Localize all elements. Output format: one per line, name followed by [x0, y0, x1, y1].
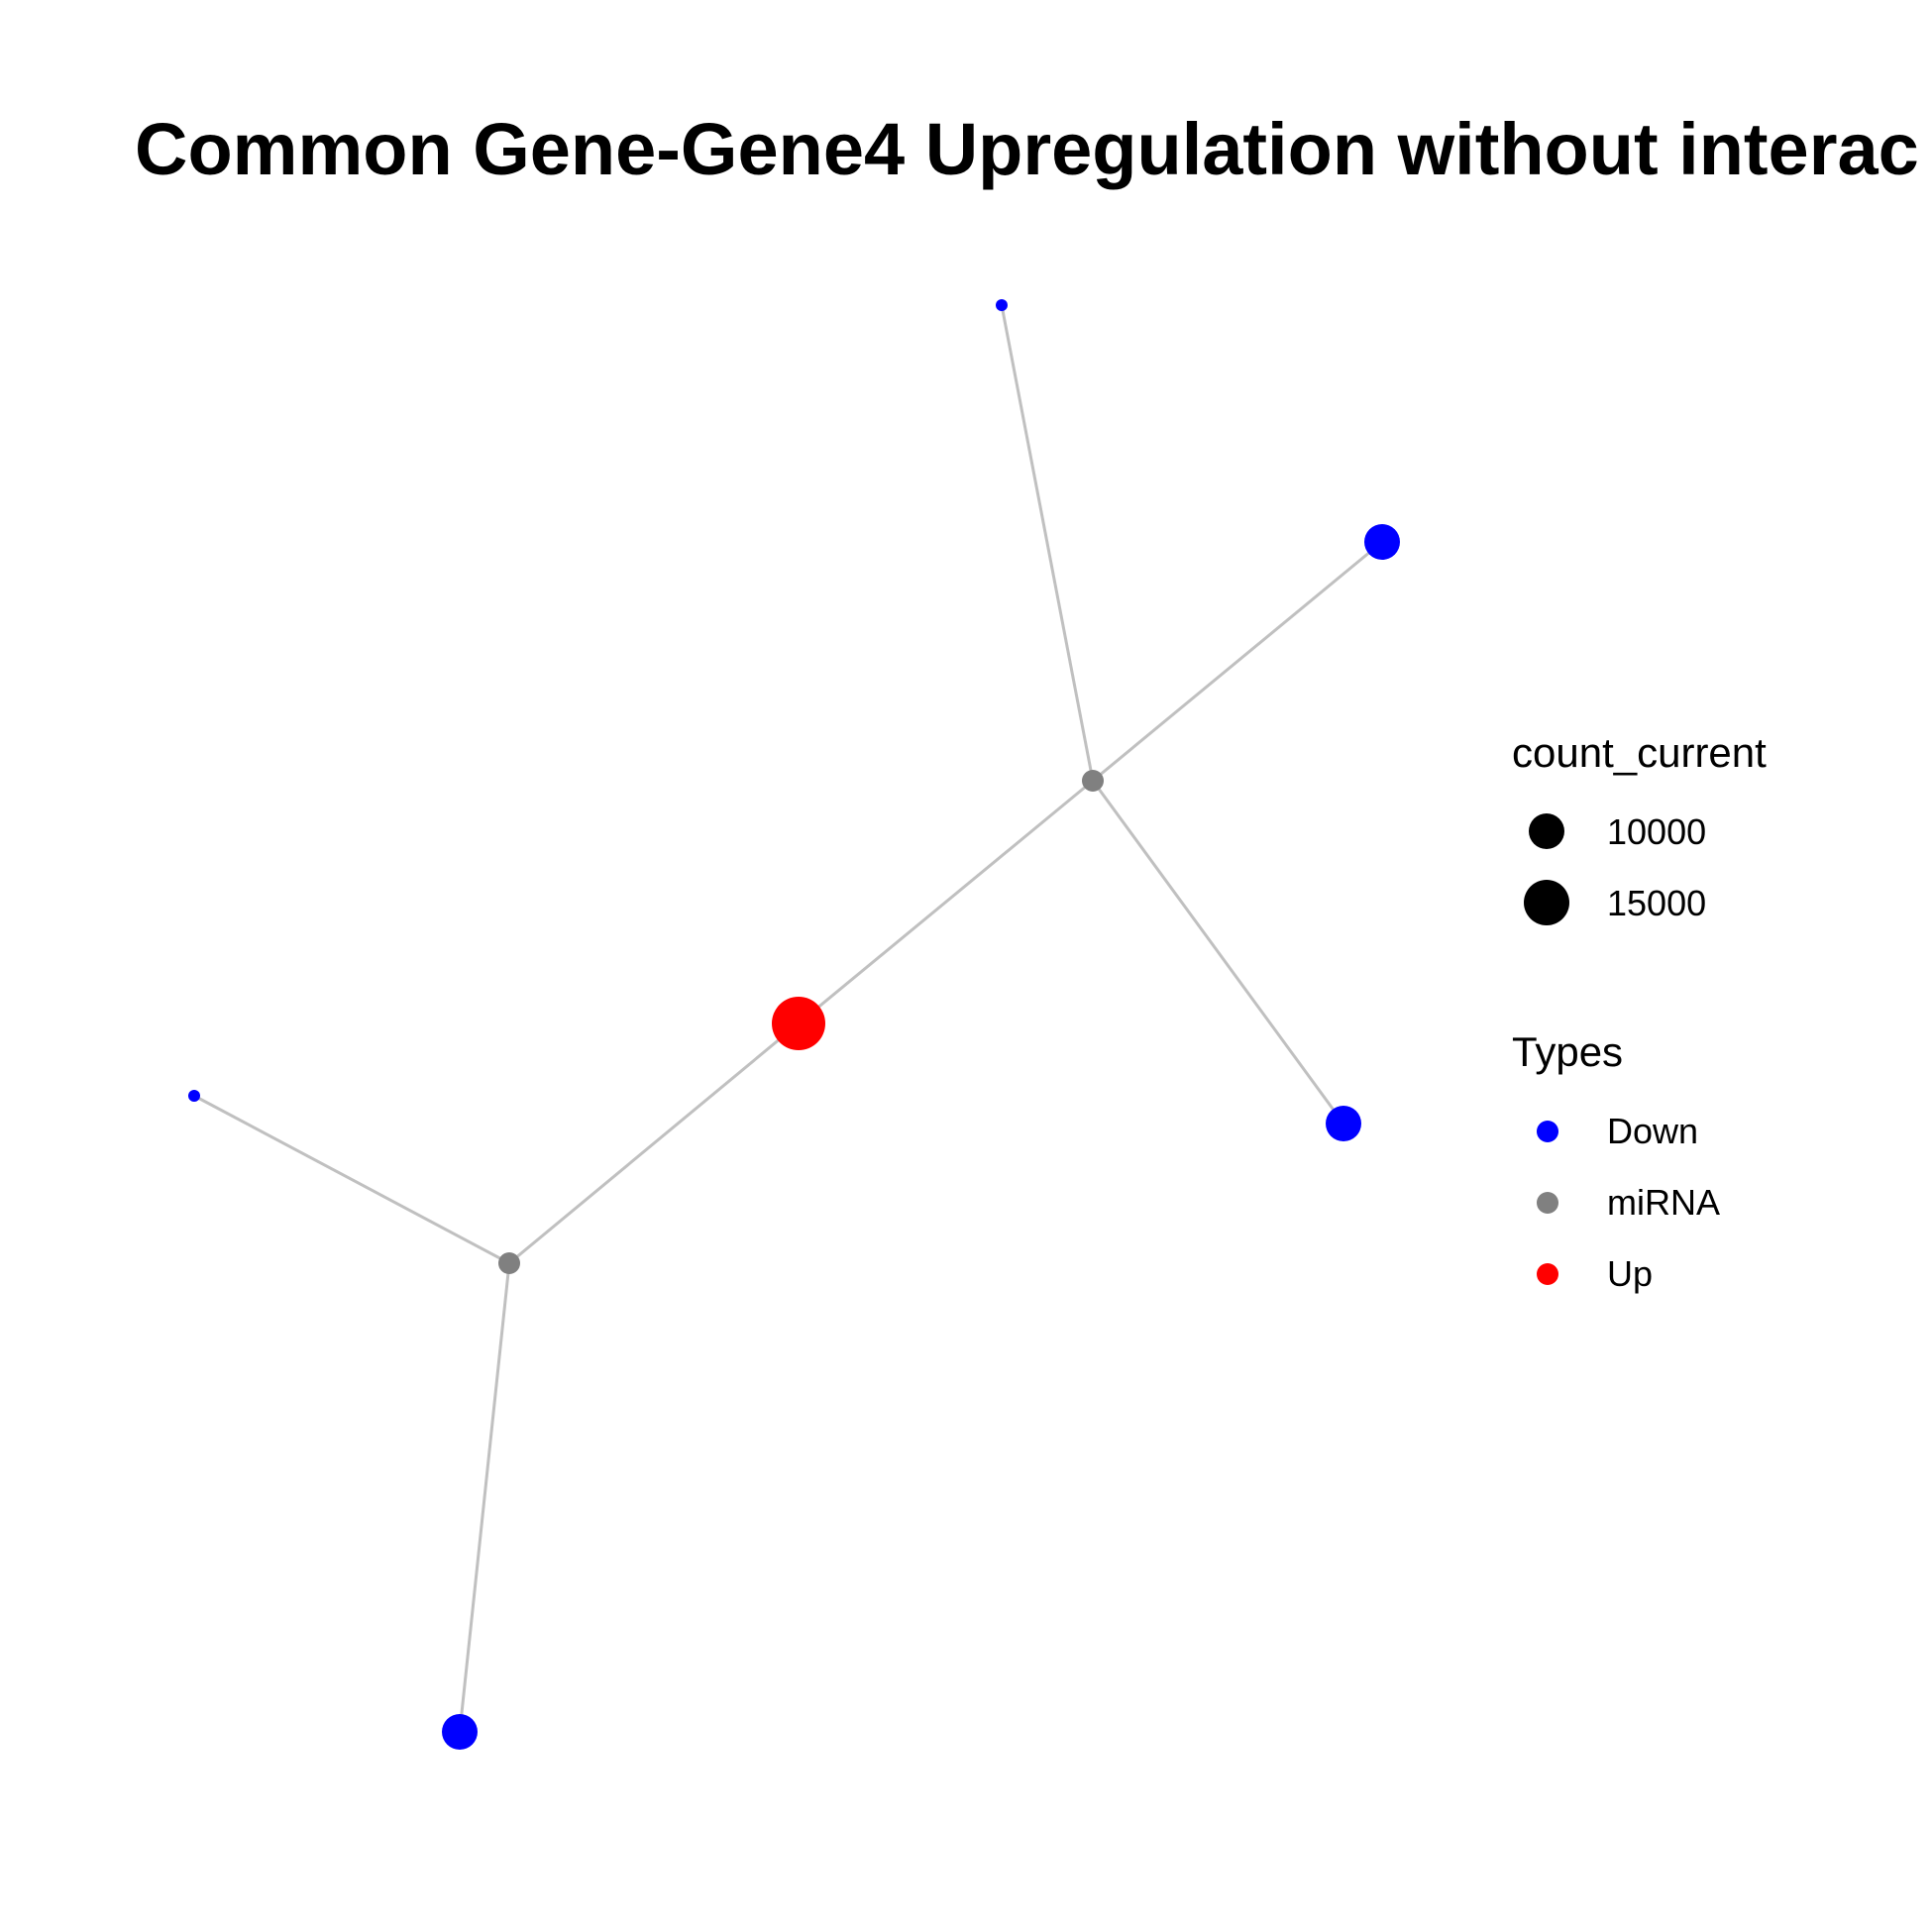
- node-mirna-1: [1082, 770, 1104, 792]
- edge-mirna-1-down-3: [1091, 780, 1345, 1125]
- legend-type-key-mirna: [1537, 1192, 1558, 1214]
- legend-type-key-down: [1537, 1121, 1558, 1142]
- node-down-3: [1326, 1106, 1361, 1141]
- node-down-4: [188, 1090, 200, 1102]
- nodes-group: [188, 299, 1400, 1750]
- node-down-5: [442, 1714, 478, 1750]
- legend-size-label-10000: 10000: [1607, 811, 1707, 852]
- legend-size-title: count_current: [1512, 729, 1767, 776]
- chart-title: Common Gene-Gene4 Upregulation without i…: [135, 108, 1919, 190]
- edge-mirna-2-down-5: [458, 1262, 511, 1733]
- legend-types-title: Types: [1512, 1028, 1624, 1075]
- edge-mirna-2-down-4: [193, 1094, 510, 1265]
- legend-type-key-up: [1537, 1263, 1558, 1285]
- legend-size-label-15000: 15000: [1607, 883, 1707, 923]
- edge-up-gene-mirna-1: [798, 779, 1094, 1025]
- edge-mirna-1-down-2: [1092, 540, 1383, 783]
- node-mirna-2: [498, 1252, 520, 1274]
- legend-size-key-10000: [1529, 813, 1564, 849]
- legend-size-key-15000: [1524, 880, 1569, 925]
- node-down-2: [1364, 524, 1400, 560]
- legend-type-label-up: Up: [1607, 1253, 1654, 1294]
- node-up-gene: [772, 997, 825, 1050]
- legend-type-label-down: Down: [1607, 1111, 1699, 1151]
- edges-group: [193, 304, 1383, 1733]
- node-down-1: [996, 299, 1008, 311]
- edge-mirna-1-down-1: [1000, 304, 1095, 782]
- edge-up-gene-mirna-2: [508, 1021, 800, 1265]
- legend-type-label-mirna: miRNA: [1607, 1182, 1720, 1223]
